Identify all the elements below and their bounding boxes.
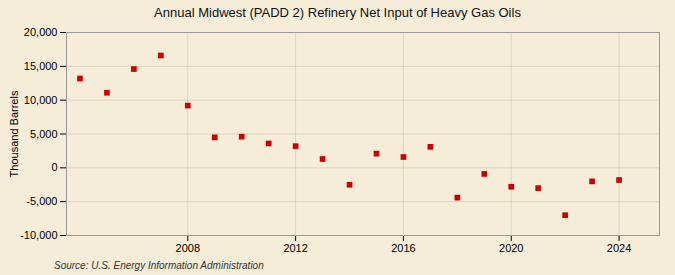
svg-text:Thousand Barrels: Thousand Barrels [8,90,20,177]
svg-text:20,000: 20,000 [24,26,58,38]
svg-text:-10,000: -10,000 [20,229,57,241]
html-text:Annual Midwest (PADD 2) Refine: Annual Midwest (PADD 2) Refinery Net Inp… [154,5,521,20]
svg-text:15,000: 15,000 [24,60,58,72]
svg-text:2008: 2008 [176,242,200,254]
svg-text:2012: 2012 [283,242,307,254]
svg-text:0: 0 [51,161,57,173]
svg-text:5,000: 5,000 [30,128,58,140]
svg-text:-5,000: -5,000 [26,195,57,207]
html-text:Source: U.S. Energy Informatio: Source: U.S. Energy Information Administ… [54,260,264,271]
svg-text:2016: 2016 [391,242,415,254]
svg-text:2020: 2020 [499,242,523,254]
svg-text:10,000: 10,000 [24,94,58,106]
svg-text:2024: 2024 [607,242,631,254]
